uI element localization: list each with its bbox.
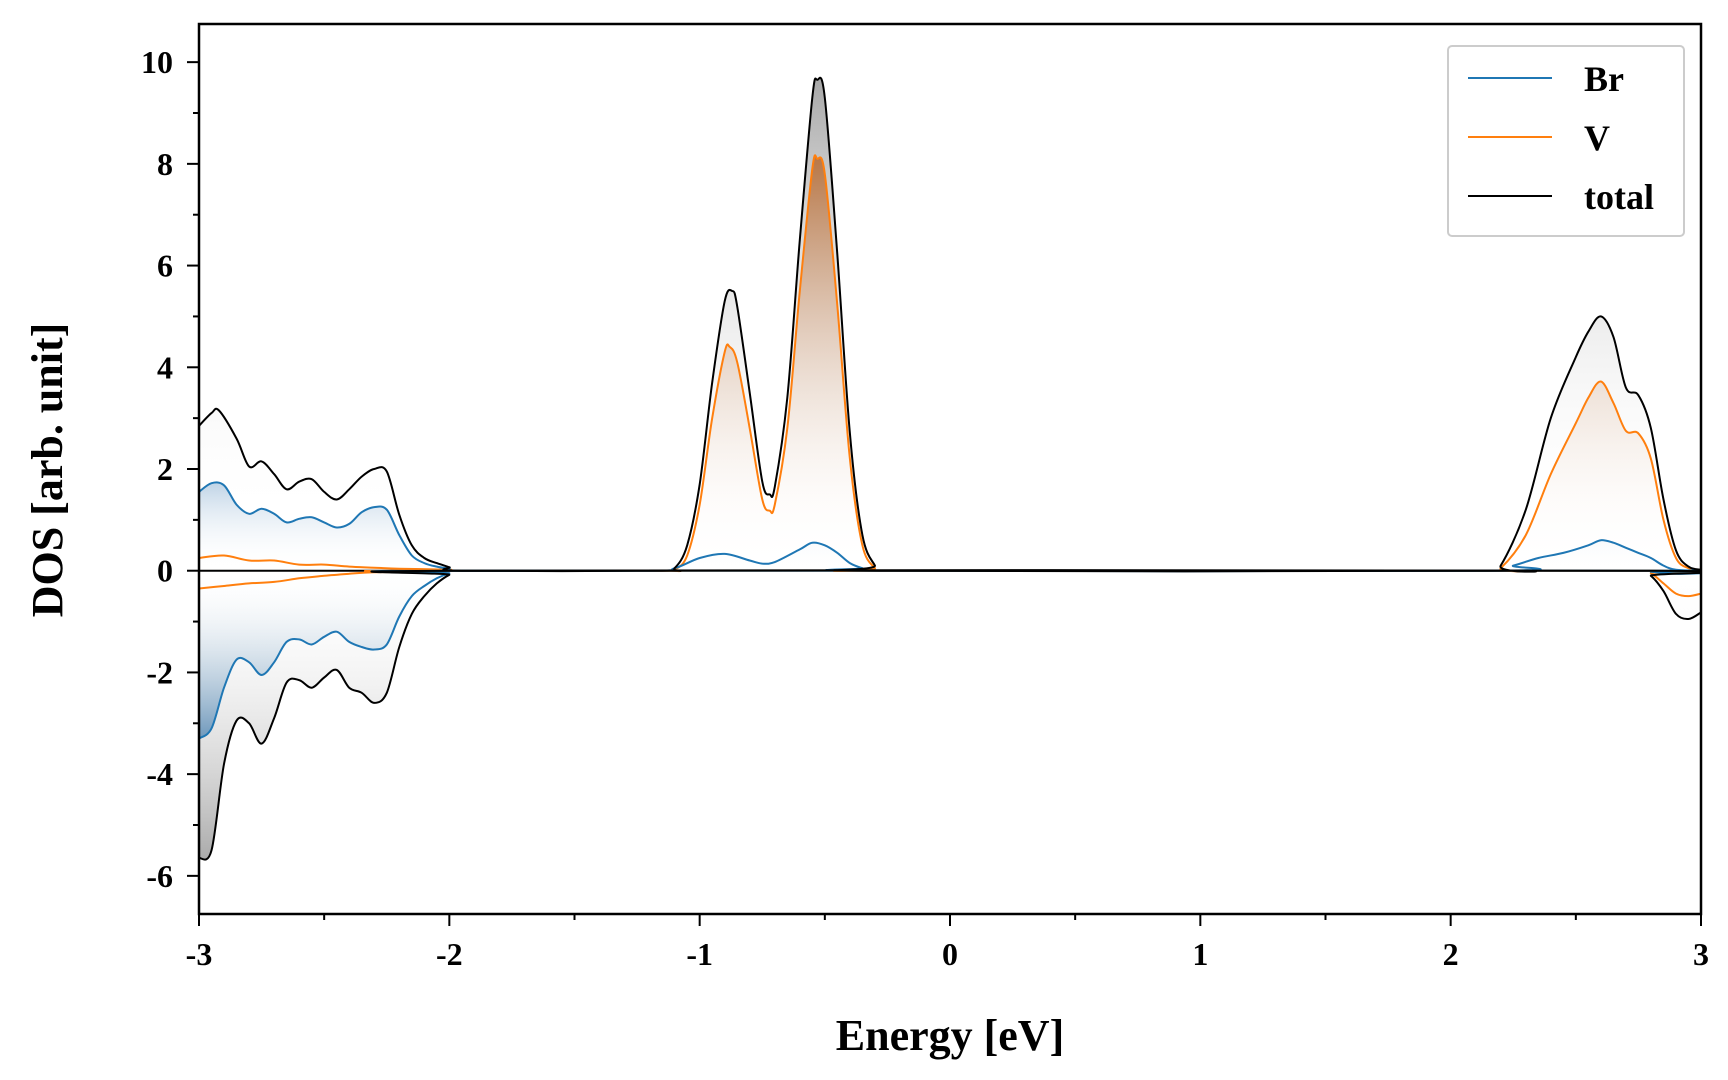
dos-fill-layer [199, 77, 1701, 860]
fill-br-spin-down [199, 570, 1701, 739]
y-axis-title: DOS [arb. unit] [23, 323, 72, 618]
x-tick-label: 3 [1693, 936, 1709, 972]
y-tick-label: 0 [157, 553, 173, 589]
x-tick-label: 1 [1192, 936, 1208, 972]
x-tick-label: -3 [186, 936, 213, 972]
line-br-spin-up [199, 481, 1701, 573]
y-tick-label: 8 [157, 146, 173, 182]
axis-tick-labels: -3 -2 -1 0 1 2 3 -6 -4 -2 0 2 4 6 8 10 [141, 44, 1709, 972]
fill-v-spin-up [199, 155, 1701, 572]
y-tick-label: 4 [157, 349, 173, 385]
legend: Br V total [1447, 45, 1685, 237]
legend-label-v: V [1584, 118, 1610, 158]
y-tick-label: -2 [146, 654, 173, 690]
legend-label-total: total [1584, 177, 1654, 217]
legend-label-br: Br [1584, 59, 1624, 99]
line-br-spin-down [199, 569, 1701, 740]
fill-total-spin-down [199, 570, 1701, 860]
x-tick-label: -2 [436, 936, 463, 972]
x-tick-label: -1 [686, 936, 713, 972]
y-tick-label: 2 [157, 451, 173, 487]
fill-br-spin-up [199, 482, 1701, 572]
x-tick-label: 2 [1443, 936, 1459, 972]
legend-frame [1447, 45, 1685, 237]
line-total-spin-down [199, 569, 1701, 861]
y-tick-label: -6 [146, 858, 173, 894]
x-tick-label: 0 [942, 936, 958, 972]
y-tick-label: -4 [146, 756, 173, 792]
y-tick-label: 10 [141, 44, 173, 80]
dos-line-layer [199, 76, 1701, 861]
y-tick-label: 6 [157, 248, 173, 284]
plot-frame [197, 22, 1703, 916]
x-axis-title: Energy [eV] [836, 1011, 1065, 1060]
line-total-spin-up [199, 76, 1701, 573]
